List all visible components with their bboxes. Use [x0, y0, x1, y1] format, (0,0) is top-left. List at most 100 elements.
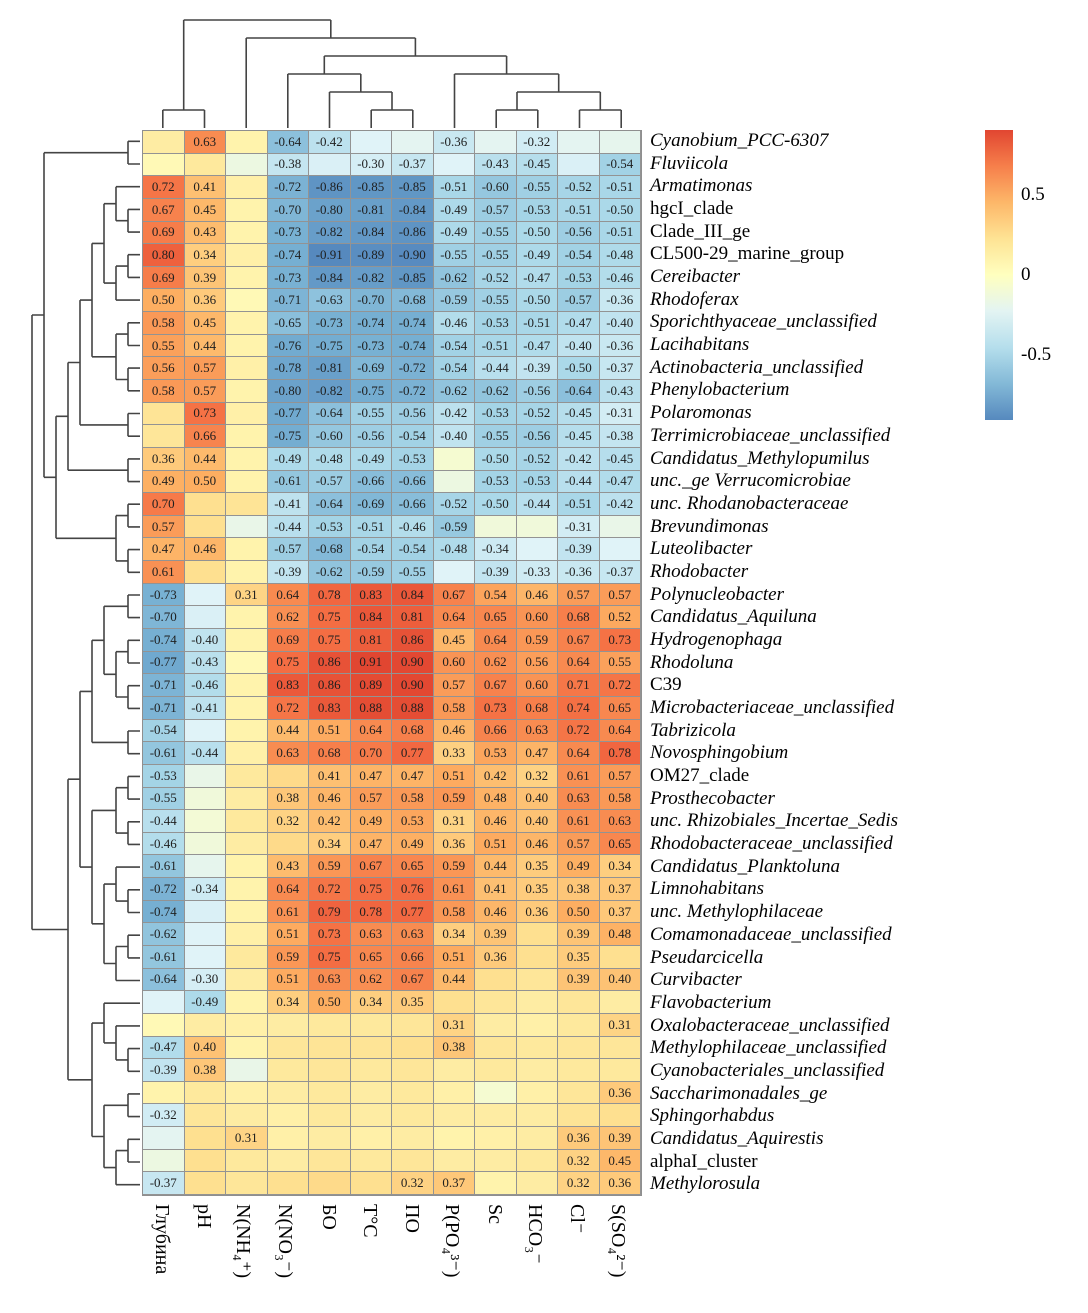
heatmap-cell: 0.41: [309, 764, 351, 788]
heatmap-cell: -0.42: [309, 131, 351, 154]
heatmap-cell: [143, 1149, 185, 1173]
heatmap-cell: -0.77: [267, 402, 309, 426]
heatmap-cell: 0.51: [267, 923, 309, 946]
heatmap-cell: -0.64: [558, 380, 600, 403]
heatmap-cell: 0.68: [516, 696, 558, 720]
heatmap-cell: 0.49: [558, 855, 600, 879]
heatmap-cell: [309, 1149, 351, 1173]
heatmap-cell: -0.61: [143, 945, 185, 969]
heatmap-cell: [558, 1081, 600, 1105]
heatmap-cell: 0.66: [475, 719, 517, 743]
heatmap-cell: 0.33: [433, 742, 475, 765]
heatmap-cell: -0.41: [267, 493, 309, 516]
heatmap-cell: -0.53: [143, 764, 185, 788]
row-label: Lacihabitans: [650, 334, 750, 356]
heatmap-cell: [184, 583, 226, 607]
heatmap-cell: 0.65: [475, 606, 517, 630]
heatmap-cell: 0.46: [475, 810, 517, 833]
heatmap-cell: 0.51: [267, 968, 309, 992]
heatmap-cell: -0.89: [350, 244, 392, 267]
row-label: Luteolibacter: [650, 538, 753, 560]
heatmap-cell: 0.36: [475, 945, 517, 969]
heatmap-cell: 0.45: [599, 1149, 641, 1173]
heatmap-cell: [433, 991, 475, 1014]
heatmap-cell: 0.34: [350, 991, 392, 1014]
heatmap-cell: 0.57: [599, 764, 641, 788]
heatmap-cell: -0.84: [350, 221, 392, 245]
heatmap-cell: -0.51: [558, 198, 600, 222]
heatmap-cell: [350, 1036, 392, 1060]
heatmap-cell: [309, 1013, 351, 1037]
heatmap-cell: [392, 131, 434, 154]
heatmap-cell: -0.46: [433, 312, 475, 335]
heatmap-cell: 0.67: [350, 855, 392, 879]
heatmap-cell: [599, 515, 641, 539]
heatmap-cell: [226, 606, 268, 630]
heatmap-cell: [267, 1127, 309, 1150]
heatmap-cell: -0.55: [392, 561, 434, 584]
heatmap-cell: -0.57: [558, 289, 600, 313]
heatmap-cell: 0.75: [309, 629, 351, 652]
heatmap-cell: -0.55: [143, 787, 185, 811]
heatmap-cell: [350, 1104, 392, 1128]
column-label: pH: [192, 1204, 215, 1229]
row-label: Saccharimonadales_ge: [650, 1082, 828, 1104]
heatmap-cell: 0.36: [599, 1172, 641, 1195]
heatmap-cell: [516, 1013, 558, 1037]
heatmap-cell: [475, 991, 517, 1014]
heatmap-cell: [516, 515, 558, 539]
heatmap-cell: -0.55: [475, 221, 517, 245]
heatmap-cell: -0.40: [558, 334, 600, 358]
heatmap-cell: 0.42: [309, 810, 351, 833]
heatmap-cell: 0.78: [599, 742, 641, 765]
heatmap-cell: 0.69: [143, 221, 185, 245]
heatmap-cell: -0.72: [392, 357, 434, 381]
heatmap-cell: 0.32: [392, 1172, 434, 1195]
heatmap-cell: 0.62: [350, 968, 392, 992]
heatmap-cell: 0.69: [267, 629, 309, 652]
heatmap-cell: -0.86: [309, 176, 351, 199]
heatmap-cell: -0.46: [392, 515, 434, 539]
heatmap-cell: 0.40: [599, 968, 641, 992]
heatmap-cell: 0.40: [516, 787, 558, 811]
heatmap-cell: 0.69: [143, 266, 185, 290]
heatmap-cell: [226, 878, 268, 901]
heatmap-cell: [226, 810, 268, 833]
heatmap-cell: [516, 1081, 558, 1105]
heatmap-cell: [226, 1172, 268, 1195]
heatmap-cell: [226, 176, 268, 199]
heatmap-cell: [184, 945, 226, 969]
heatmap-cell: -0.53: [475, 470, 517, 494]
heatmap-cell: 0.59: [433, 787, 475, 811]
row-label: Methylophilaceae_unclassified: [650, 1037, 887, 1059]
heatmap-cell: [226, 538, 268, 562]
row-label: unc._ge Verrucomicrobiae: [650, 470, 851, 492]
heatmap-cell: [433, 153, 475, 177]
heatmap-cell: 0.59: [267, 945, 309, 969]
row-label: Prosthecobacter: [650, 787, 775, 809]
row-label: Candidatus_Methylopumilus: [650, 447, 870, 469]
heatmap-cell: [309, 1127, 351, 1150]
heatmap-cell: 0.47: [350, 832, 392, 856]
heatmap-cell: 0.57: [558, 583, 600, 607]
heatmap-cell: [516, 1172, 558, 1195]
row-label: Terrimicrobiaceae_unclassified: [650, 424, 891, 446]
row-label: Methylorosula: [650, 1173, 761, 1195]
heatmap-cell: 0.58: [143, 380, 185, 403]
heatmap-cell: [184, 923, 226, 946]
heatmap-cell: -0.81: [350, 198, 392, 222]
heatmap-cell: [143, 153, 185, 177]
row-label: unc. Rhizobiales_Incertae_Sedis: [650, 810, 899, 832]
heatmap-cell: [226, 447, 268, 471]
heatmap-cell: -0.74: [143, 629, 185, 652]
heatmap-cell: -0.42: [558, 447, 600, 471]
heatmap-cell: [433, 470, 475, 494]
heatmap-cell: -0.54: [350, 538, 392, 562]
heatmap-cell: -0.38: [599, 425, 641, 448]
heatmap-cell: 0.38: [267, 787, 309, 811]
heatmap-cell: -0.51: [599, 221, 641, 245]
heatmap-cell: -0.52: [433, 493, 475, 516]
heatmap-cell: 0.65: [350, 945, 392, 969]
heatmap-cell: -0.74: [143, 900, 185, 924]
heatmap-cell: 0.50: [143, 289, 185, 313]
